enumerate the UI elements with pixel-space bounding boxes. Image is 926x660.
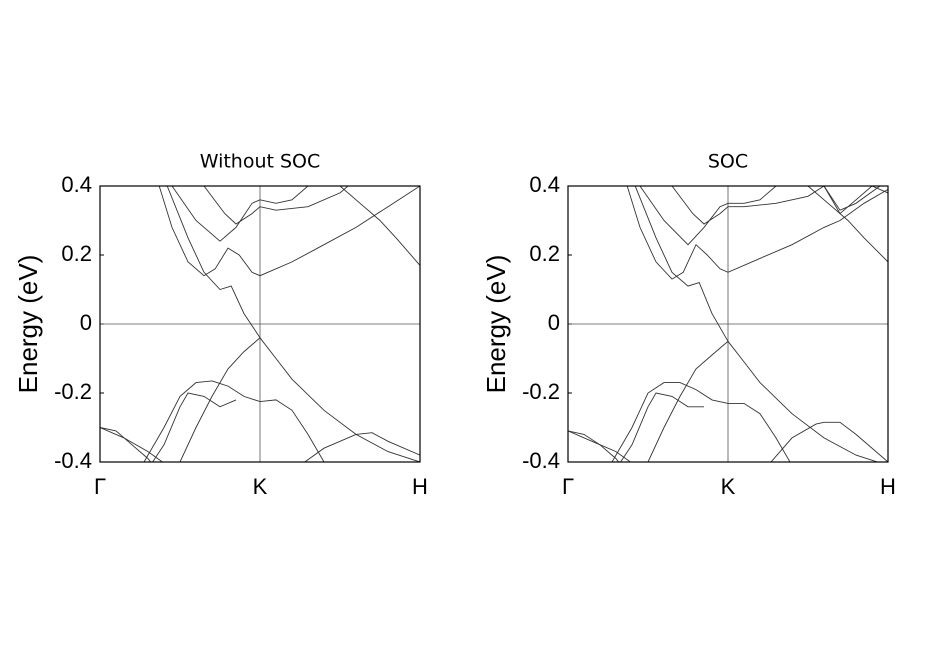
band [568, 430, 620, 462]
x-tick-label: K [721, 474, 736, 499]
chart-title: SOC [708, 151, 748, 173]
band [339, 186, 420, 266]
band [158, 186, 420, 277]
x-tick-label: Γ [94, 474, 106, 499]
band [179, 337, 420, 462]
y-tick-label: 0.2 [529, 241, 560, 266]
y-axis-label: Energy (eV) [481, 255, 511, 394]
band [647, 340, 879, 462]
band [166, 186, 261, 339]
band [639, 186, 777, 246]
plot-frame [99, 185, 421, 463]
band [671, 186, 881, 225]
band [152, 392, 237, 462]
band [100, 427, 152, 462]
x-tick-label: H [412, 474, 428, 499]
chart-title: Without SOC [200, 151, 321, 173]
band [770, 421, 888, 462]
y-tick-label: -0.2 [54, 379, 92, 404]
band [100, 427, 164, 462]
band [620, 392, 704, 462]
band [807, 186, 888, 263]
y-tick-label: 0.2 [61, 241, 92, 266]
band [171, 186, 309, 242]
x-tick-label: K [253, 474, 268, 499]
y-tick-label: -0.4 [522, 448, 560, 473]
plot-frame [567, 185, 889, 463]
band [634, 186, 729, 342]
band [568, 430, 632, 462]
y-tick-label: 0 [80, 310, 92, 335]
y-tick-label: 0 [548, 310, 560, 335]
x-tick-label: H [880, 474, 896, 499]
y-tick-label: -0.2 [522, 379, 560, 404]
panel: Without SOC Energy (eV) -0.4 -0.2 0 0.2 0.4 Γ K H [13, 151, 428, 499]
band [823, 186, 888, 215]
band [303, 432, 420, 462]
y-axis-label: Energy (eV) [13, 255, 43, 394]
band [143, 380, 325, 462]
band [611, 382, 791, 462]
y-tick-label: 0.4 [61, 172, 92, 197]
band [626, 186, 888, 280]
panel: SOC Energy (eV) -0.4 -0.2 0 0.2 0.4 Γ K H [481, 151, 896, 499]
y-tick-label: 0.4 [529, 172, 560, 197]
x-tick-label: Γ [562, 474, 574, 499]
y-tick-label: -0.4 [54, 448, 92, 473]
band [203, 186, 349, 225]
